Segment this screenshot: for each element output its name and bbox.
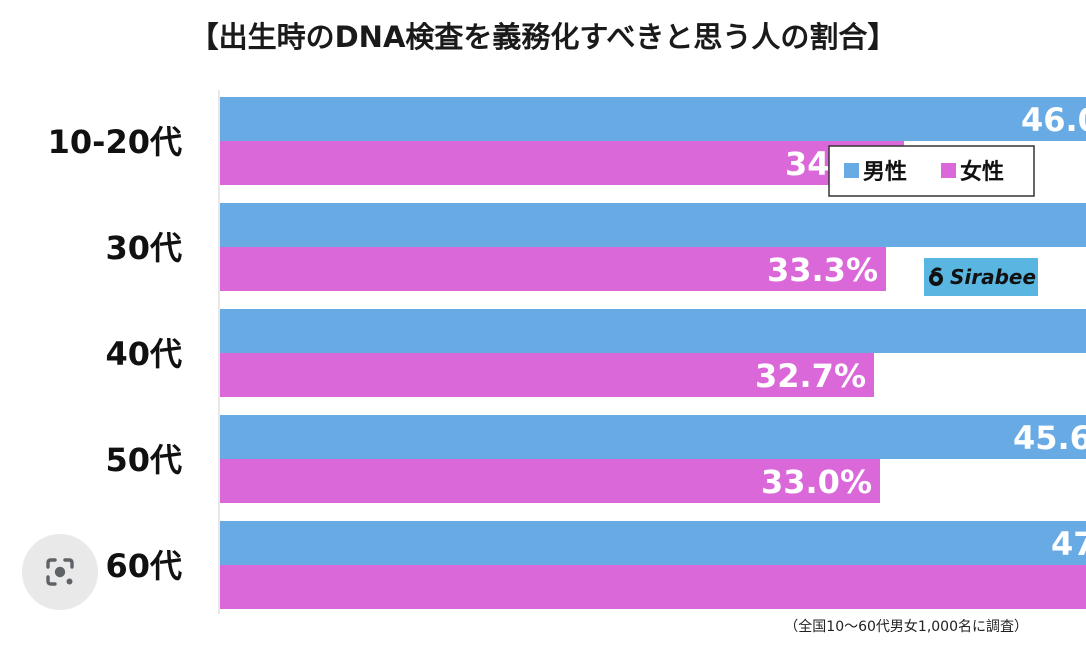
- sirabee-logo-text: Sirabee: [949, 265, 1037, 289]
- image-search-icon: [46, 558, 74, 586]
- bar-male: [220, 521, 1086, 565]
- legend-swatch-female: [941, 163, 956, 178]
- data-label: 45.6%: [1013, 419, 1086, 457]
- category-label: 60代: [105, 547, 182, 585]
- bar-male: [220, 97, 1086, 141]
- category-label: 30代: [105, 229, 182, 267]
- bar-female: [220, 141, 904, 185]
- sirabee-logo-icon: [928, 267, 943, 286]
- legend-label-female: 女性: [960, 159, 1004, 185]
- bar-female: [220, 247, 886, 291]
- legend-label-male: 男性: [863, 160, 907, 185]
- chart-title: 【出生時のDNA検査を義務化すべきと思う人の割合】: [189, 20, 897, 54]
- bar-male: [220, 203, 1086, 247]
- data-label: 33.0%: [761, 463, 872, 501]
- source-note: （全国10〜60代男女1,000名に調査）: [784, 619, 1028, 635]
- bar-female: [220, 353, 874, 397]
- bar-male: [220, 415, 1086, 459]
- legend: 男性 女性: [828, 145, 1035, 197]
- data-label: 47.5%: [1051, 525, 1086, 563]
- bar-female: [220, 459, 880, 503]
- data-label: 32.7%: [755, 357, 866, 395]
- legend-swatch-male: [844, 163, 859, 178]
- sirabee-logo: Sirabee: [924, 258, 1038, 296]
- legend-box: [828, 145, 1035, 197]
- category-label: 40代: [105, 335, 182, 373]
- bar-male: [220, 309, 1086, 353]
- image-search-button[interactable]: [22, 534, 98, 610]
- bar-female: [220, 565, 1086, 609]
- data-label: 46.0%: [1021, 101, 1086, 139]
- category-label: 50代: [105, 441, 182, 479]
- data-label: 33.3%: [767, 251, 878, 289]
- category-label: 10-20代: [48, 123, 182, 161]
